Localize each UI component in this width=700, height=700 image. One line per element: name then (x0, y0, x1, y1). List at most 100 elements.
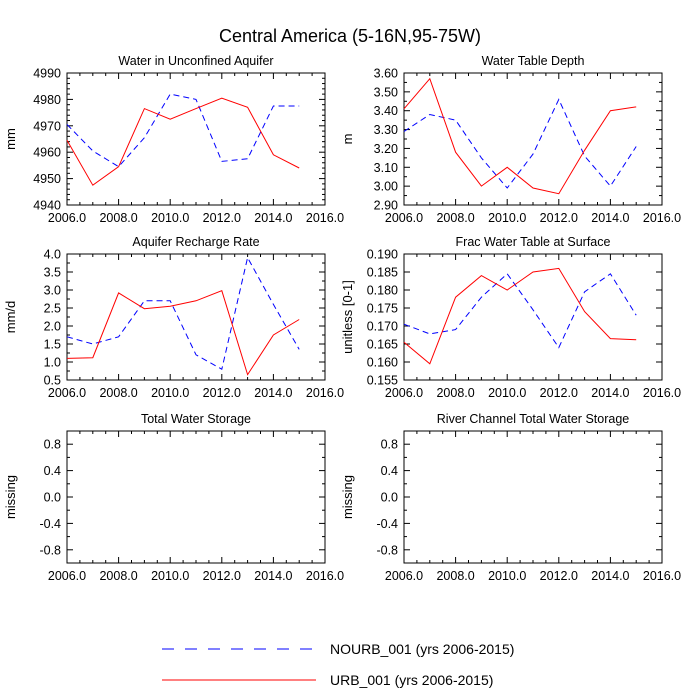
y-tick-label: 0.0 (44, 491, 61, 505)
y-tick-label: -0.4 (376, 517, 398, 531)
panel-title: Total Water Storage (141, 412, 251, 426)
y-tick-label: 4980 (33, 93, 61, 107)
x-tick-label: 2006.0 (48, 386, 86, 400)
x-tick-label: 2010.0 (151, 569, 189, 583)
chart-river-channel-total-water-storage: River Channel Total Water Storage missing… (340, 412, 681, 583)
x-tick-label: 2006.0 (48, 569, 86, 583)
y-tick-label: -0.8 (376, 543, 398, 557)
x-tick-label: 2006.0 (385, 211, 423, 225)
panel-title: Water Table Depth (482, 54, 585, 68)
x-tick-label: 2006.0 (48, 211, 86, 225)
x-tick-label: 2010.0 (151, 386, 189, 400)
y-tick-label: 4940 (33, 199, 61, 213)
x-tick-label: 2016.0 (306, 386, 344, 400)
series-line-nourb-001 (403, 273, 637, 349)
y-tick-label: 3.30 (374, 123, 398, 137)
y-tick-label: 3.00 (374, 180, 398, 194)
plot-frame (66, 72, 326, 206)
x-tick-label: 2008.0 (99, 569, 137, 583)
y-tick-label: 0.155 (367, 374, 398, 388)
x-tick-label: 2012.0 (203, 386, 241, 400)
chart-frac-water-table-at-surface: Frac Water Table at Surface unitless [0-1… (340, 235, 681, 400)
y-axis-label: unitless [0-1] (340, 280, 355, 354)
x-tick-label: 2016.0 (306, 211, 344, 225)
y-tick-label: 0.4 (44, 464, 61, 478)
chart-panels: Water in Unconfined Aquifer mm 2006.0 2008.… (3, 54, 681, 583)
series-line-urb-001 (66, 97, 300, 186)
x-tick-label: 2012.0 (540, 386, 578, 400)
x-tick-label: 2010.0 (151, 211, 189, 225)
y-tick-label: 0.0 (381, 491, 398, 505)
legend-label-urb: URB_001 (yrs 2006-2015) (330, 672, 493, 688)
figure-title: Central America (5-16N,95-75W) (219, 26, 481, 46)
plot-frame (403, 253, 663, 381)
panel-title: Frac Water Table at Surface (456, 235, 611, 249)
x-tick-label: 2014.0 (254, 569, 292, 583)
x-tick-label: 2016.0 (306, 569, 344, 583)
chart-aquifer-recharge-rate: Aquifer Recharge Rate mm/d 2006.0 2008.0 201… (3, 235, 344, 400)
x-tick-label: 2016.0 (643, 211, 681, 225)
chart-total-water-storage: Total Water Storage missing 2006.0 2008.0 20… (3, 412, 344, 583)
y-tick-label: 0.175 (367, 302, 398, 316)
y-tick-label: 0.165 (367, 338, 398, 352)
x-tick-label: 2008.0 (436, 386, 474, 400)
y-tick-label: 0.190 (367, 248, 398, 262)
x-tick-label: 2012.0 (540, 211, 578, 225)
y-axis-label: mm/d (3, 301, 18, 334)
x-tick-label: 2014.0 (591, 211, 629, 225)
x-tick-label: 2006.0 (385, 386, 423, 400)
x-tick-label: 2012.0 (203, 211, 241, 225)
panel-title: Aquifer Recharge Rate (132, 235, 259, 249)
y-tick-label: 0.180 (367, 284, 398, 298)
y-tick-label: 4.0 (44, 248, 61, 262)
series-line-nourb-001 (403, 98, 637, 189)
x-tick-label: 2014.0 (591, 569, 629, 583)
y-tick-label: 4990 (33, 67, 61, 81)
x-tick-label: 2014.0 (254, 386, 292, 400)
x-tick-label: 2014.0 (591, 386, 629, 400)
panel-title: River Channel Total Water Storage (437, 412, 630, 426)
x-tick-label: 2008.0 (99, 386, 137, 400)
y-tick-label: 1.5 (44, 338, 61, 352)
x-tick-label: 2010.0 (488, 569, 526, 583)
plot-frame (66, 430, 326, 564)
y-tick-label: 3.5 (44, 266, 61, 280)
y-tick-label: 3.60 (374, 67, 398, 81)
plot-frame (403, 72, 663, 206)
y-axis-label: missing (3, 475, 18, 519)
y-tick-label: 3.50 (374, 85, 398, 99)
y-tick-label: 4950 (33, 172, 61, 186)
y-axis-label: m (340, 134, 355, 145)
legend: NOURB_001 (yrs 2006-2015) URB_001 (yrs 2… (162, 641, 514, 688)
y-tick-label: 2.5 (44, 302, 61, 316)
y-axis-label: mm (3, 128, 18, 150)
y-tick-label: 0.170 (367, 320, 398, 334)
y-tick-label: -0.4 (39, 517, 61, 531)
y-tick-label: 3.40 (374, 104, 398, 118)
x-tick-label: 2016.0 (643, 386, 681, 400)
x-tick-label: 2012.0 (540, 569, 578, 583)
plot-frame (66, 253, 326, 381)
x-tick-label: 2014.0 (254, 211, 292, 225)
y-tick-label: 0.4 (381, 464, 398, 478)
y-axis-label: missing (340, 475, 355, 519)
series-line-urb-001 (403, 77, 637, 195)
y-tick-label: 0.5 (44, 374, 61, 388)
y-tick-label: 0.160 (367, 356, 398, 370)
y-tick-label: 4970 (33, 119, 61, 133)
x-tick-label: 2008.0 (436, 569, 474, 583)
y-tick-label: 4960 (33, 146, 61, 160)
series-line-urb-001 (66, 290, 300, 376)
y-tick-label: 0.185 (367, 266, 398, 280)
y-tick-label: 3.0 (44, 284, 61, 298)
x-tick-label: 2012.0 (203, 569, 241, 583)
x-tick-label: 2008.0 (99, 211, 137, 225)
legend-label-nourb: NOURB_001 (yrs 2006-2015) (330, 641, 514, 657)
y-tick-label: 2.0 (44, 320, 61, 334)
y-tick-label: 2.90 (374, 199, 398, 213)
x-tick-label: 2016.0 (643, 569, 681, 583)
series-line-nourb-001 (66, 256, 300, 370)
y-tick-label: 3.10 (374, 161, 398, 175)
x-tick-label: 2006.0 (385, 569, 423, 583)
